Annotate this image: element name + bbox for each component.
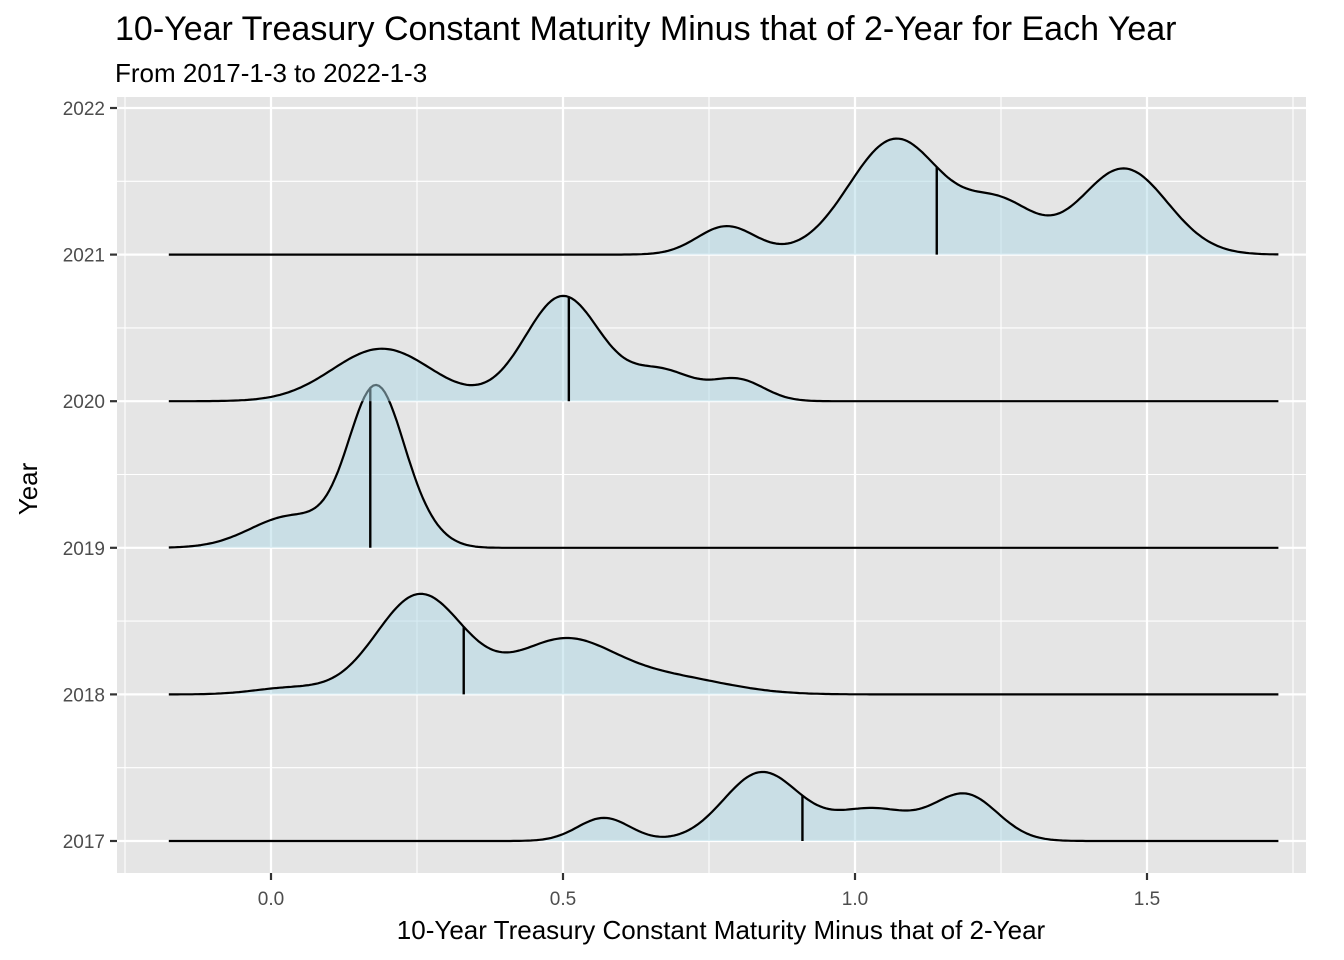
chart-subtitle: From 2017-1-3 to 2022-1-3: [115, 58, 427, 88]
y-tick-label: 2021: [63, 246, 105, 267]
y-axis-title: Year: [13, 462, 43, 515]
ridge-2020: [168, 294, 1279, 403]
ridge-fill-2019: [168, 384, 1279, 548]
x-axis-title: 10-Year Treasury Constant Maturity Minus…: [397, 915, 1046, 945]
y-tick-label: 2020: [63, 392, 105, 413]
ridge-2019: [168, 383, 1279, 549]
ridge-line-2017: [168, 770, 1279, 843]
ridge-fill-2021: [168, 138, 1279, 255]
x-axis: 0.0 0.5 1.0 1.5: [258, 873, 1160, 910]
ridge-line-2018: [168, 592, 1279, 696]
y-axis: 2017 2018 2019 2020 2021 2022: [63, 99, 117, 853]
ridge-fill-2020: [168, 295, 1279, 402]
y-tick-label: 2018: [63, 685, 105, 706]
y-tick-label: 2019: [63, 539, 105, 560]
ridge-fill-2018: [168, 593, 1279, 695]
ridge-line-2021: [168, 137, 1279, 256]
ridge-2017: [168, 770, 1279, 843]
y-tick-label: 2017: [63, 832, 105, 853]
ridge-line-2019: [168, 383, 1279, 549]
ridge-2021: [168, 137, 1279, 256]
chart-title: 10-Year Treasury Constant Maturity Minus…: [115, 10, 1177, 48]
ridge-line-2020: [168, 294, 1279, 403]
x-tick-label: 1.5: [1134, 889, 1160, 910]
x-tick-label: 0.5: [550, 889, 576, 910]
x-tick-label: 1.0: [842, 889, 868, 910]
ridge-2018: [168, 592, 1279, 696]
ridge-fill-2017: [168, 772, 1279, 841]
ridges: [168, 137, 1279, 843]
y-tick-label: 2022: [63, 99, 105, 120]
x-tick-label: 0.0: [258, 889, 284, 910]
